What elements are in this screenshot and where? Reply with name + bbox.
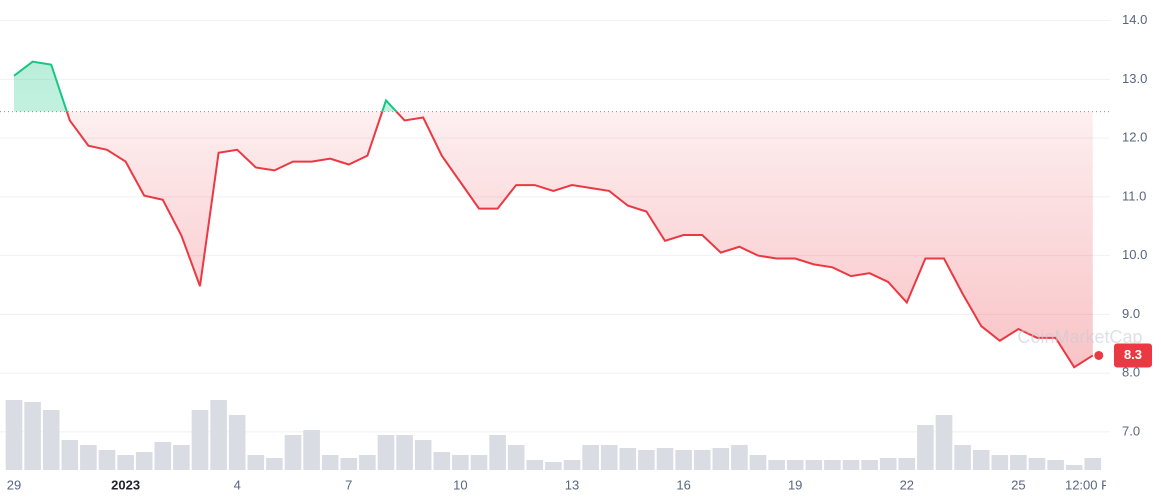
volume-bar <box>526 460 544 470</box>
x-tick-label: 4 <box>234 477 241 492</box>
volume-bar <box>600 445 618 470</box>
volume-bar <box>433 452 451 470</box>
volume-bar <box>582 445 599 470</box>
x-tick-label: 2023 <box>111 477 140 492</box>
volume-bar <box>991 455 1009 470</box>
x-tick-label: 10 <box>453 477 467 492</box>
price-line <box>65 111 1094 369</box>
price-tag-label: 8.3 <box>1124 347 1142 362</box>
x-labels: 29 2023 4 7 10 13 16 19 22 25 12:00 PM <box>7 477 1121 492</box>
watermark: CoinMarketCap <box>1017 327 1142 347</box>
volume-bar <box>377 435 395 470</box>
volume <box>5 400 1102 470</box>
ticks: 7.0 8.0 9.0 10.0 11.0 12.0 13.0 14.0 8.3 <box>1114 12 1152 438</box>
y-tick-label: 12.0 <box>1122 130 1147 145</box>
x-tick-label: 19 <box>788 477 802 492</box>
volume-bar <box>1047 460 1064 470</box>
area-down <box>14 111 1093 368</box>
volume-bar <box>5 400 23 470</box>
volume-bar <box>507 445 525 470</box>
volume-bar <box>452 455 469 470</box>
volume-bar <box>414 440 432 470</box>
volume-bar <box>749 455 767 470</box>
volume-bar <box>786 460 804 470</box>
x-tick-label: 7 <box>345 477 352 492</box>
volume-bar <box>842 460 860 470</box>
volume-bar <box>1010 455 1027 470</box>
volume-bar <box>228 415 246 470</box>
y-tick-label: 11.0 <box>1122 188 1146 203</box>
volume-bar <box>656 448 674 470</box>
x-tick-label: 13 <box>565 477 579 492</box>
volume-bar <box>247 455 265 470</box>
volume-bar <box>1065 465 1083 470</box>
volume-bar <box>98 450 116 470</box>
x-tick-label: 16 <box>676 477 690 492</box>
areas <box>14 61 1093 368</box>
y-tick-label: 14.0 <box>1122 12 1147 27</box>
volume-bar <box>731 445 748 470</box>
volume-bar <box>693 450 711 470</box>
volume-bar <box>1028 458 1046 470</box>
volume-bar <box>117 455 134 470</box>
volume-bar <box>80 445 97 470</box>
volume-bar <box>545 462 562 470</box>
volume-bar <box>135 452 153 470</box>
volume-bar <box>917 425 934 470</box>
x-tick-label: 25 <box>1011 477 1025 492</box>
last-point <box>1094 350 1104 360</box>
y-tick-label: 7.0 <box>1122 423 1140 438</box>
volume-bar <box>303 430 320 470</box>
volume-bar <box>935 415 953 470</box>
volume-bar <box>340 458 358 470</box>
volume-bar <box>675 450 692 470</box>
volume-bar <box>972 450 990 470</box>
volume-bar <box>638 450 655 470</box>
x-tick-label: 12:00 PM <box>1065 477 1121 492</box>
volume-bar <box>861 460 878 470</box>
volume-bar <box>954 445 971 470</box>
volume-bar <box>266 458 283 470</box>
volume-bar <box>321 455 339 470</box>
volume-bar <box>470 455 488 470</box>
price-tag <box>1114 343 1152 368</box>
volume-bar <box>42 410 60 470</box>
volume-bar <box>805 460 823 470</box>
y-tick-label: 13.0 <box>1122 71 1147 86</box>
lines <box>13 60 1104 369</box>
volume-bar <box>173 445 190 470</box>
volume-bar <box>1084 458 1102 470</box>
volume-bar <box>154 442 172 470</box>
volume-bar <box>563 460 581 470</box>
volume-bar <box>824 460 841 470</box>
volume-bar <box>898 458 916 470</box>
volume-bar <box>191 410 209 470</box>
x-tick-label: 22 <box>900 477 914 492</box>
volume-bar <box>712 448 730 470</box>
volume-bar <box>24 402 41 470</box>
volume-bar <box>768 460 785 470</box>
y-tick-label: 8.0 <box>1122 365 1140 380</box>
volume-bar <box>284 435 302 470</box>
y-tick-label: 10.0 <box>1122 247 1147 262</box>
volume-bar <box>61 440 79 470</box>
x-tick-label: 29 <box>7 477 21 492</box>
volume-bar <box>210 400 227 470</box>
volume-bar <box>619 448 637 470</box>
volume-bar <box>359 455 376 470</box>
volume-bar <box>879 458 897 470</box>
volume-bar <box>489 435 506 470</box>
y-tick-label: 9.0 <box>1122 306 1140 321</box>
volume-bar <box>396 435 413 470</box>
